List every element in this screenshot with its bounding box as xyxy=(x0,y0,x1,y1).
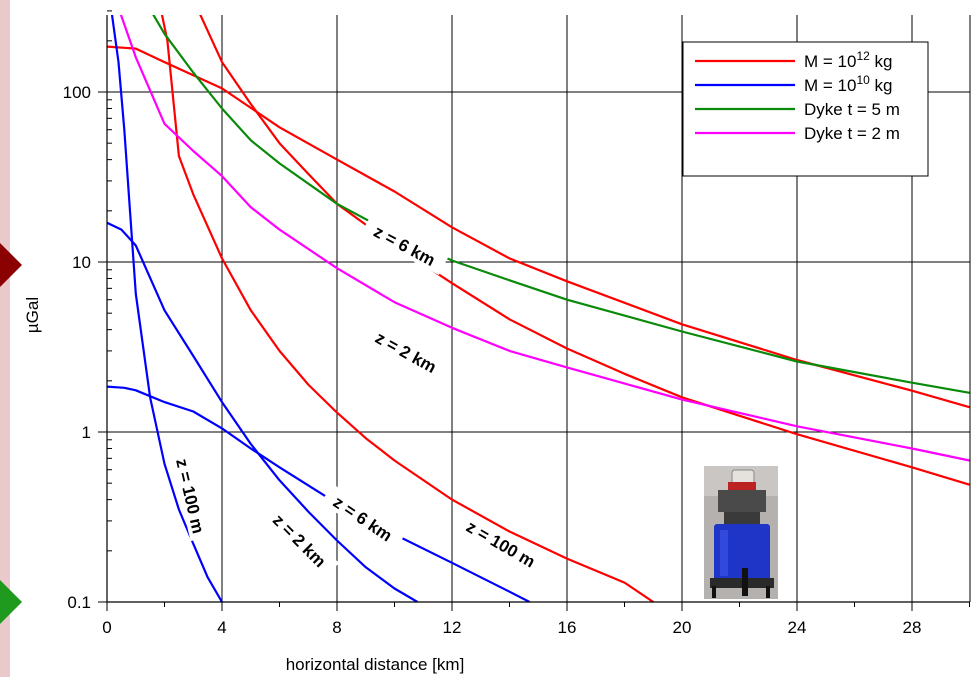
curve-label-bg xyxy=(170,450,212,542)
x-tick-label: 16 xyxy=(558,618,577,637)
y-tick-label: 1 xyxy=(82,423,91,442)
diamond-marker-icon xyxy=(0,580,22,624)
series-line xyxy=(160,15,654,602)
curve-label: z = 6 km xyxy=(330,492,396,545)
legend-label: Dyke t = 2 m xyxy=(804,124,900,143)
x-tick-label: 24 xyxy=(788,618,807,637)
curve-label-bg xyxy=(457,511,546,575)
legend: M = 1012 kgM = 1010 kg Dyke t = 5 m Dyke t… xyxy=(682,41,929,177)
legend-label: Dyke t = 5 m xyxy=(804,100,900,119)
diamond-marker-icon xyxy=(0,243,22,287)
chart-frame: 0 4 8 12 16 20 24 28 0.1 1 10 100 z = 6 km z = 2 km z… xyxy=(10,0,978,677)
x-axis-title: horizontal distance [km] xyxy=(286,655,465,674)
series-line xyxy=(107,221,419,602)
y-tick-label: 0.1 xyxy=(67,593,91,612)
curve-label-group: z = 100 m xyxy=(170,450,212,542)
series-line xyxy=(107,45,970,409)
curve-label-bg xyxy=(361,214,450,275)
series-line xyxy=(107,385,531,602)
y-axis-title: µGal xyxy=(23,297,42,333)
series-line xyxy=(119,15,970,462)
x-tick-label: 8 xyxy=(332,618,341,637)
curve-label-bg xyxy=(261,500,340,579)
curve-label: z = 2 km xyxy=(269,511,330,572)
curve-label-bg xyxy=(320,483,407,552)
gravimeter-photo-icon xyxy=(704,466,778,599)
curve-label-group: z = 6 km xyxy=(361,214,450,275)
curve-label: z = 100 m xyxy=(463,517,538,571)
series-line xyxy=(199,15,970,486)
y-tick-label: 10 xyxy=(72,253,91,272)
curve-label-bg xyxy=(362,320,451,383)
y-tick-label: 100 xyxy=(63,83,91,102)
plot-frame xyxy=(106,15,971,603)
legend-label: M = 1010 kg xyxy=(804,73,893,95)
x-tick-label: 4 xyxy=(217,618,226,637)
curve-label-group: z = 2 km xyxy=(362,320,451,383)
series-line xyxy=(110,15,223,602)
x-tick-label: 20 xyxy=(673,618,692,637)
x-tick-label: 12 xyxy=(443,618,462,637)
legend-label: M = 1012 kg xyxy=(804,49,893,71)
axis-ticks: 0 4 8 12 16 20 24 28 0.1 1 10 100 xyxy=(63,10,970,637)
x-tick-label: 28 xyxy=(903,618,922,637)
curve-label-group: z = 6 km xyxy=(320,483,407,552)
x-tick-label: 0 xyxy=(102,618,111,637)
curve-label-group: z = 2 km xyxy=(261,500,340,579)
